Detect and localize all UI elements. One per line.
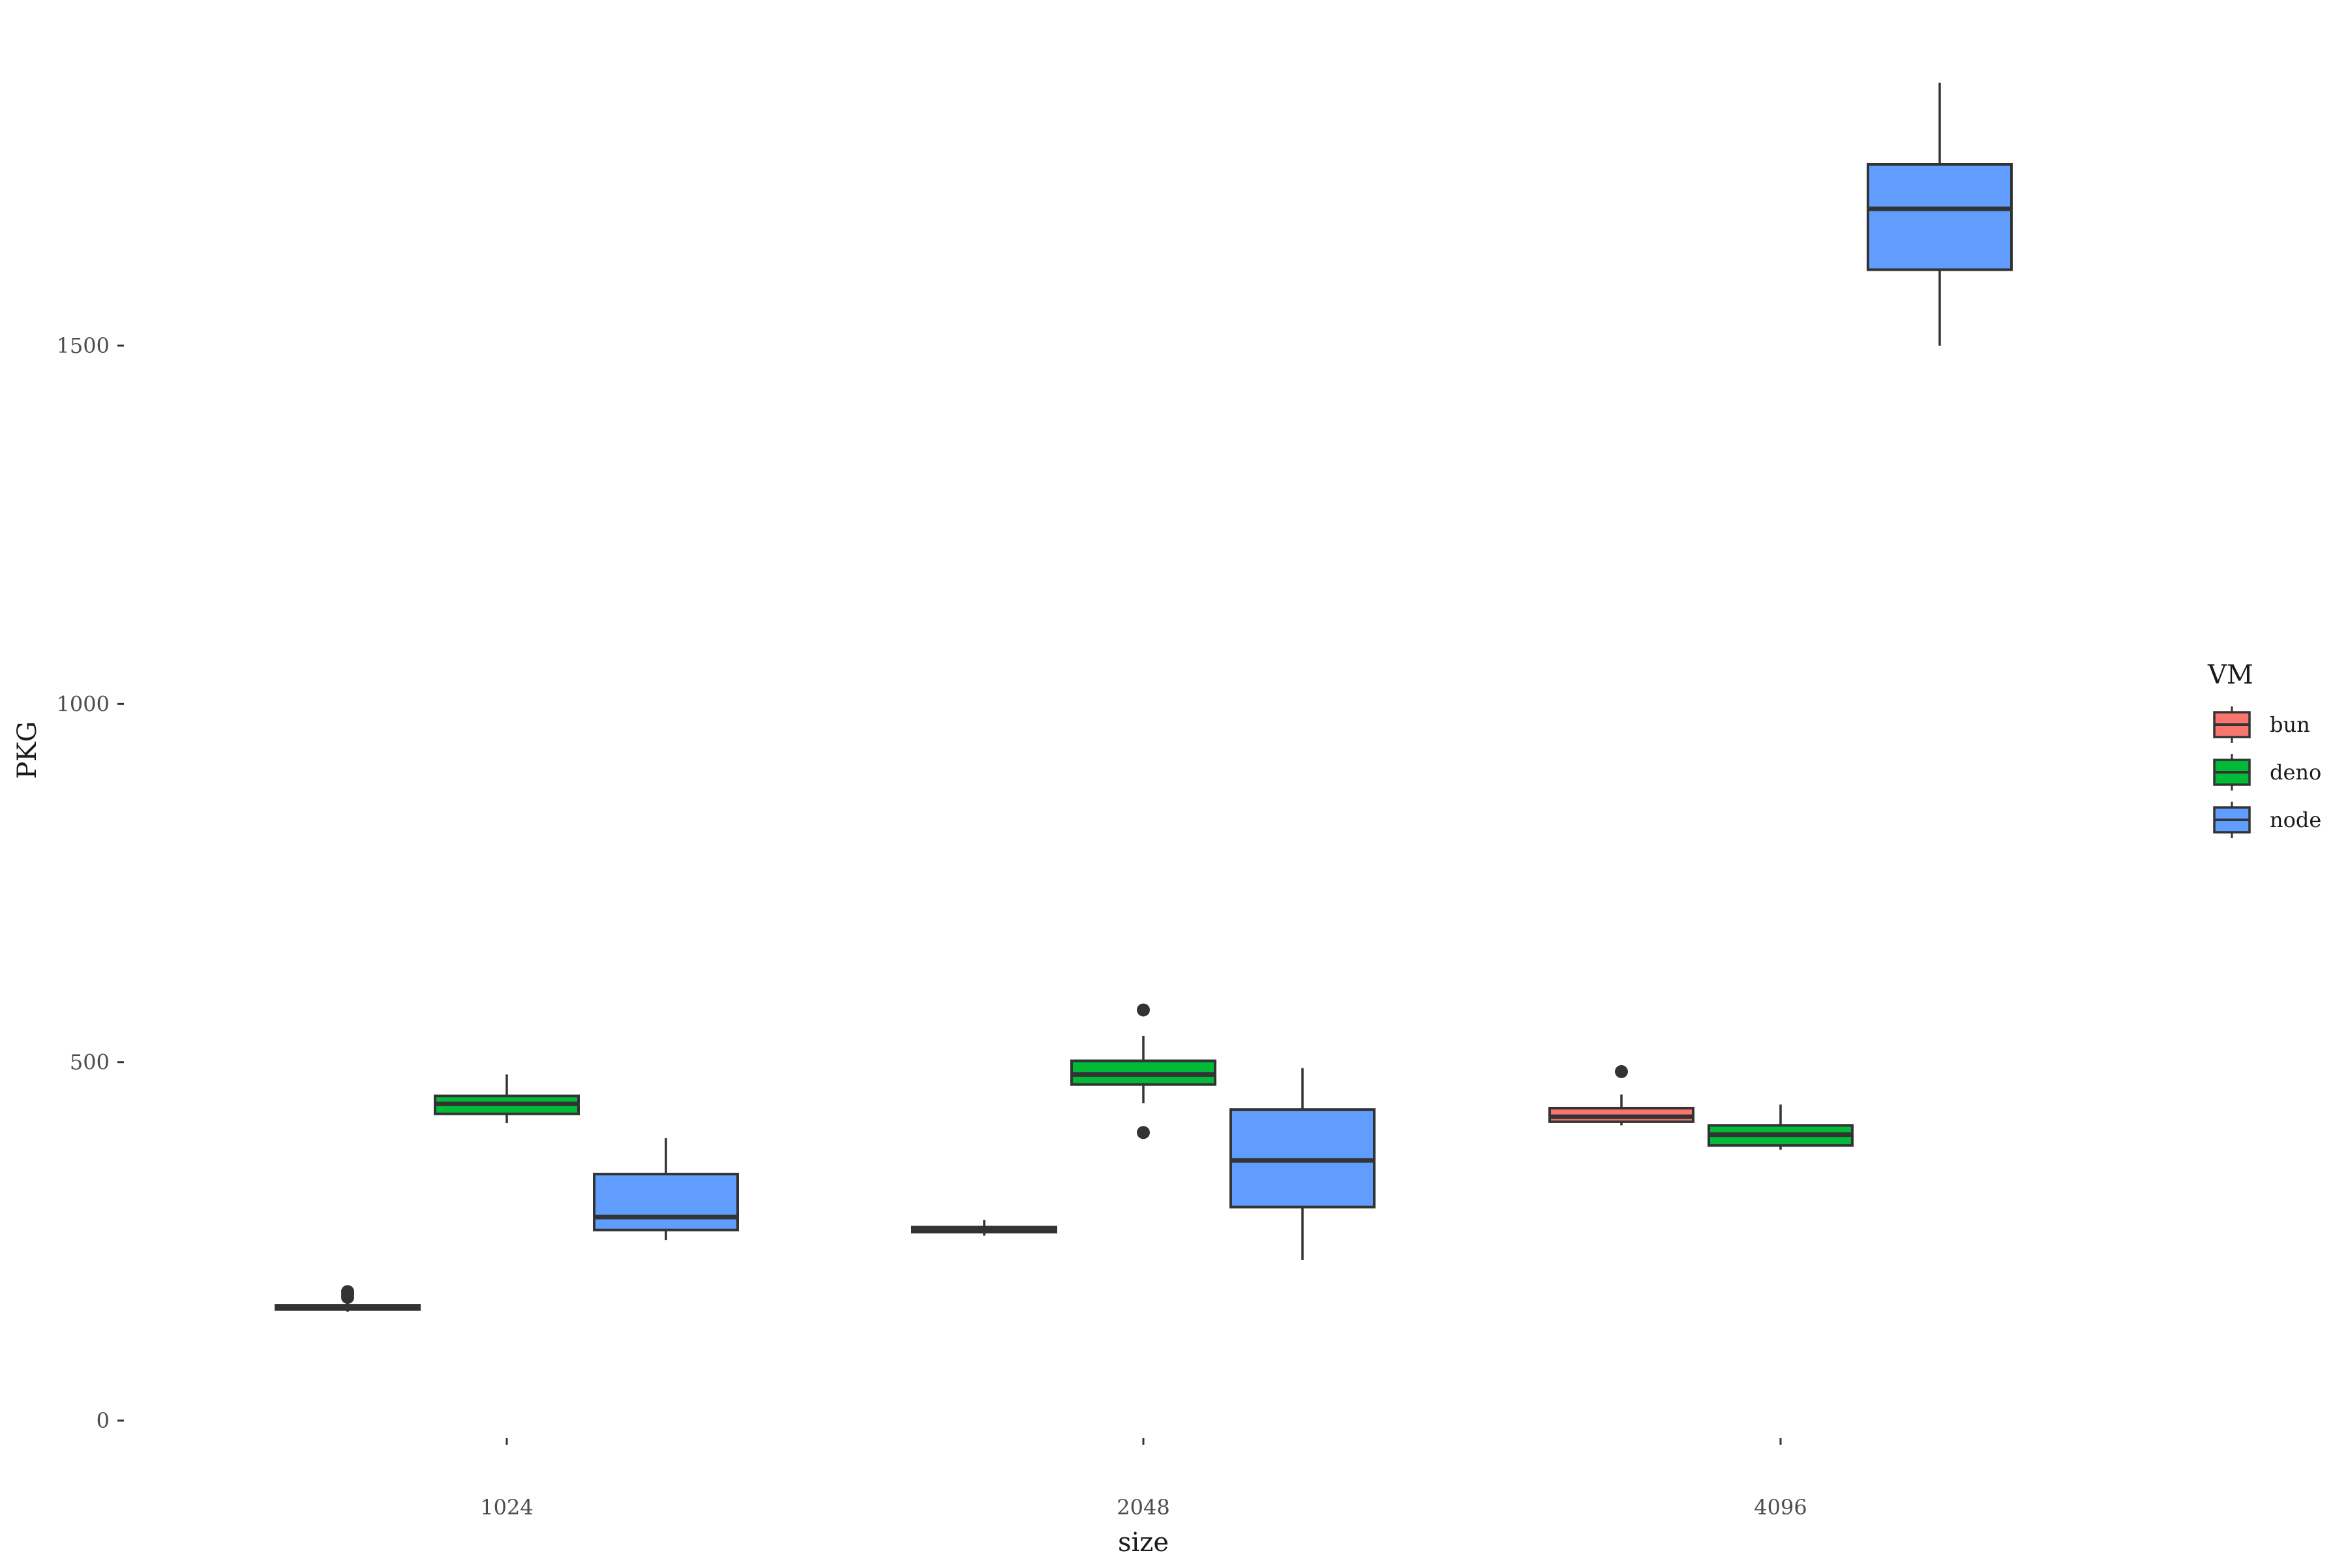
x-tick-label: 2048	[1117, 1495, 1169, 1520]
x-axis-title: size	[1118, 1528, 1169, 1558]
x-axis: 1024 2048 4096	[480, 1438, 1807, 1520]
legend-label: deno	[2270, 760, 2321, 785]
y-tick-label: 500	[70, 1050, 110, 1075]
box-node-1024	[593, 1138, 739, 1241]
legend-label: bun	[2270, 712, 2310, 737]
legend-item-node: node	[2213, 802, 2321, 838]
box-deno-2048	[1070, 1003, 1216, 1139]
outlier-point	[341, 1285, 354, 1299]
box-body	[593, 1173, 739, 1231]
box-bun-1024	[275, 1285, 421, 1312]
box-node-4096	[1867, 82, 2013, 346]
box-bun-2048	[911, 1220, 1057, 1236]
legend-title: VM	[2207, 660, 2253, 690]
y-axis: 0 500 1000 1500	[57, 333, 124, 1433]
y-tick-label: 0	[97, 1408, 110, 1433]
legend-items: bun deno node	[2213, 706, 2321, 838]
outlier-point	[1137, 1126, 1150, 1139]
box-deno-1024	[434, 1074, 580, 1124]
legend-item-bun: bun	[2213, 706, 2310, 743]
legend-label: node	[2270, 807, 2321, 832]
box-body	[1867, 162, 2013, 271]
box-bun-4096	[1548, 1064, 1694, 1126]
x-tick-label: 4096	[1754, 1495, 1807, 1520]
box-deno-4096	[1708, 1104, 1854, 1150]
y-tick-label: 1000	[57, 691, 110, 716]
plot-panel	[275, 82, 2013, 1312]
outlier-point	[1615, 1064, 1628, 1078]
legend-item-deno: deno	[2213, 754, 2321, 791]
outlier-point	[1137, 1003, 1150, 1017]
box-node-2048	[1229, 1068, 1376, 1260]
y-axis-title: PKG	[12, 721, 42, 779]
legend: VM bun deno node	[2207, 660, 2321, 838]
x-tick-label: 1024	[480, 1495, 533, 1520]
y-tick-label: 1500	[57, 333, 110, 358]
